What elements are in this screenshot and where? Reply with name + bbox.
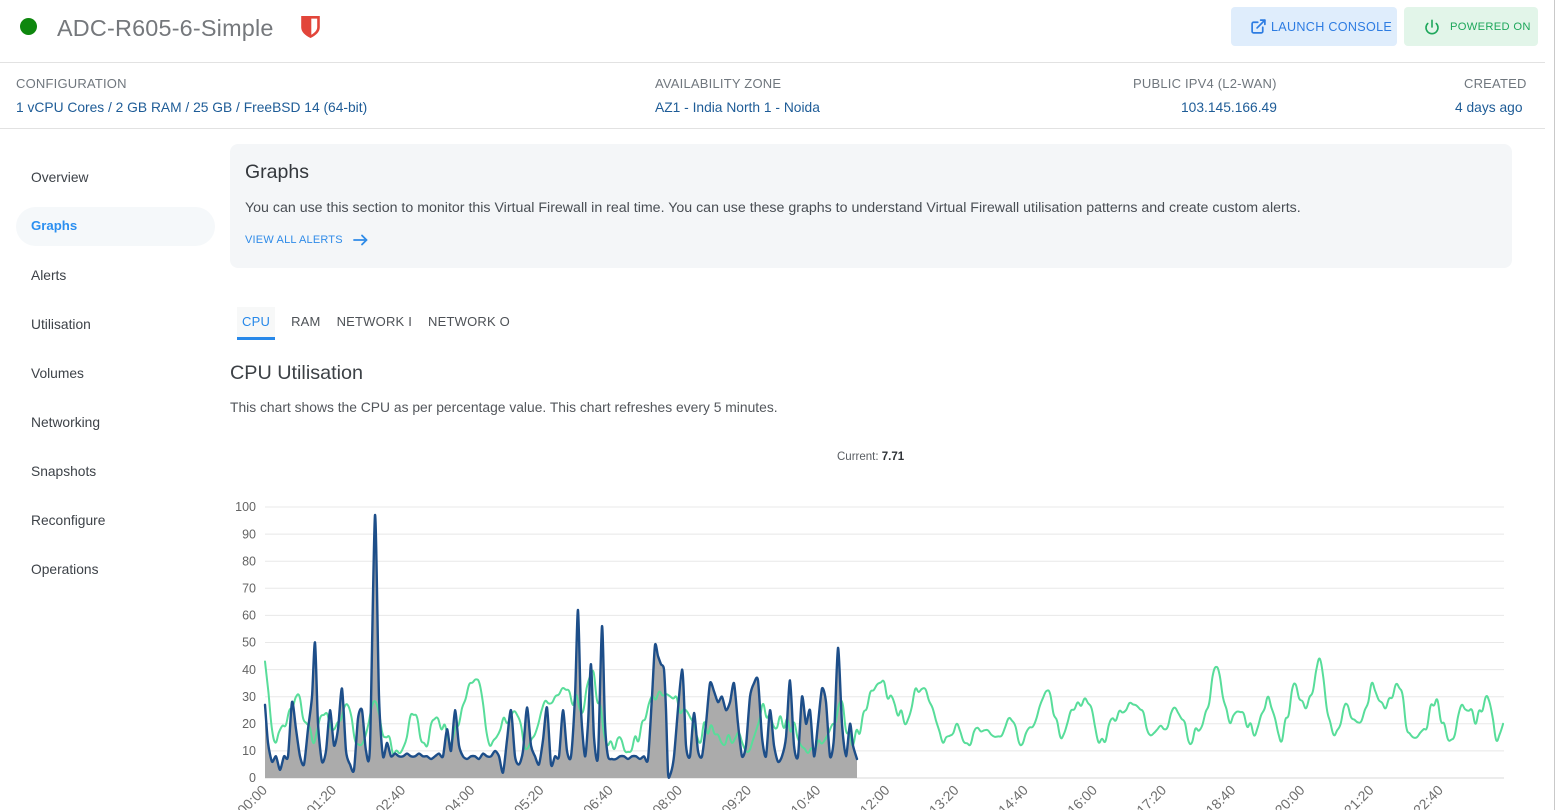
svg-text:60: 60 bbox=[242, 609, 256, 623]
svg-text:10: 10 bbox=[242, 744, 256, 758]
svg-text:16:00: 16:00 bbox=[1064, 782, 1100, 810]
svg-text:04:00: 04:00 bbox=[442, 782, 478, 810]
svg-text:21:20: 21:20 bbox=[1341, 782, 1377, 810]
svg-text:06:40: 06:40 bbox=[580, 782, 616, 810]
svg-text:01:20: 01:20 bbox=[303, 782, 339, 810]
svg-text:20: 20 bbox=[242, 717, 256, 731]
svg-text:14:40: 14:40 bbox=[995, 782, 1031, 810]
svg-text:17:20: 17:20 bbox=[1133, 782, 1169, 810]
svg-text:08:00: 08:00 bbox=[649, 782, 685, 810]
svg-text:00:00: 00:00 bbox=[234, 782, 270, 810]
svg-text:70: 70 bbox=[242, 582, 256, 596]
svg-text:50: 50 bbox=[242, 636, 256, 650]
svg-text:40: 40 bbox=[242, 663, 256, 677]
svg-text:12:00: 12:00 bbox=[857, 782, 893, 810]
svg-text:100: 100 bbox=[235, 500, 256, 514]
svg-text:0: 0 bbox=[249, 771, 256, 785]
svg-text:02:40: 02:40 bbox=[372, 782, 408, 810]
svg-text:20:00: 20:00 bbox=[1272, 782, 1308, 810]
svg-text:18:40: 18:40 bbox=[1202, 782, 1238, 810]
svg-text:22:40: 22:40 bbox=[1410, 782, 1446, 810]
svg-text:90: 90 bbox=[242, 527, 256, 541]
svg-text:30: 30 bbox=[242, 690, 256, 704]
svg-text:13:20: 13:20 bbox=[926, 782, 962, 810]
svg-text:80: 80 bbox=[242, 554, 256, 568]
svg-text:05:20: 05:20 bbox=[511, 782, 547, 810]
svg-text:10:40: 10:40 bbox=[787, 782, 823, 810]
svg-text:09:20: 09:20 bbox=[718, 782, 754, 810]
